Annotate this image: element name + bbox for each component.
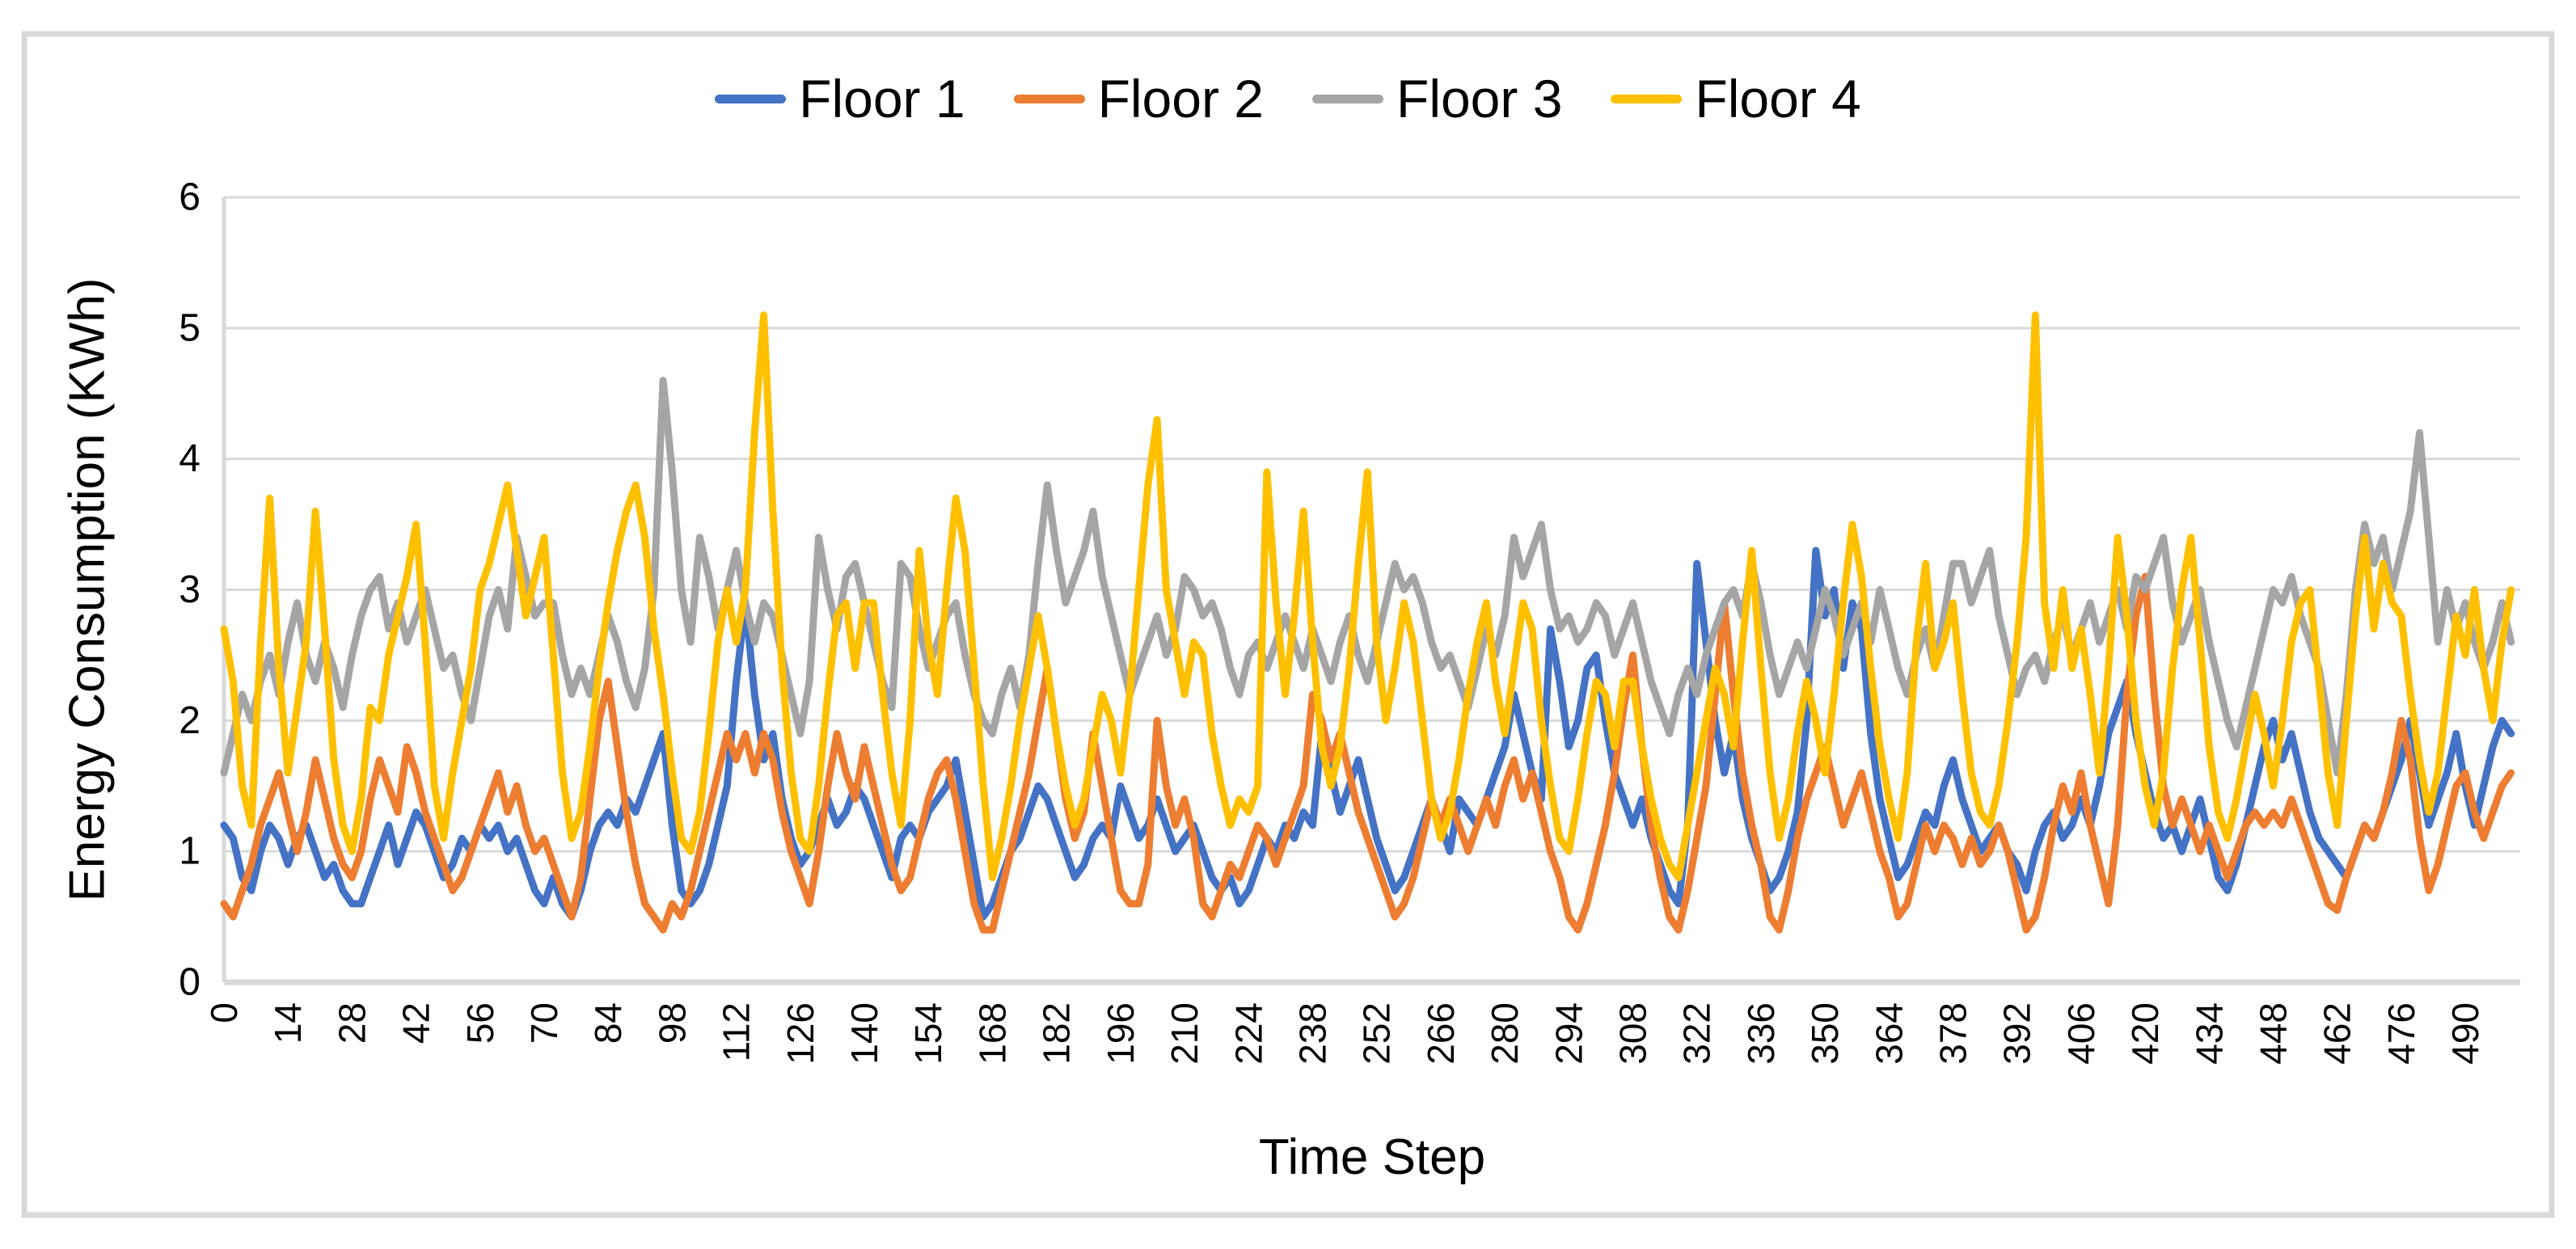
x-tick-label: 252 (1356, 1002, 1398, 1065)
x-tick-label: 196 (1100, 1002, 1142, 1065)
x-tick-label: 378 (1932, 1002, 1974, 1065)
legend-label: Floor 2 (1097, 69, 1264, 129)
legend-item-floor-4[interactable]: Floor 4 (1611, 68, 1861, 129)
x-tick-label: 140 (843, 1002, 885, 1065)
x-tick-label: 0 (203, 1002, 245, 1023)
y-tick-label: 1 (179, 830, 201, 873)
legend-line-marker-icon (1312, 94, 1383, 103)
legend-line-marker-icon (1013, 94, 1085, 103)
x-tick-label: 14 (267, 1002, 309, 1044)
x-axis-title: Time Step (1259, 1129, 1485, 1185)
y-tick-label: 5 (179, 306, 201, 349)
y-tick-label: 3 (179, 568, 201, 611)
legend-line-marker-icon (1611, 94, 1683, 103)
x-tick-label: 434 (2188, 1002, 2230, 1065)
series-line-floor-4 (220, 311, 2515, 881)
x-tick-label: 392 (1996, 1002, 2038, 1065)
x-tick-label: 56 (459, 1002, 501, 1044)
legend-item-floor-3[interactable]: Floor 3 (1312, 68, 1562, 129)
x-tick-label: 462 (2316, 1002, 2359, 1065)
x-tick-label: 476 (2380, 1002, 2422, 1065)
x-tick-label: 224 (1227, 1002, 1269, 1065)
legend-item-floor-2[interactable]: Floor 2 (1013, 68, 1264, 129)
y-tick-label: 0 (179, 961, 201, 1004)
x-tick-label: 490 (2444, 1002, 2486, 1065)
x-tick-label: 308 (1611, 1002, 1653, 1065)
x-tick-label: 322 (1676, 1002, 1718, 1065)
x-tick-label: 420 (2124, 1002, 2166, 1065)
y-axis-title: Energy Consumption (KWh) (60, 278, 116, 902)
x-tick-label: 294 (1548, 1002, 1590, 1065)
legend-label: Floor 3 (1396, 69, 1563, 129)
x-tick-label: 182 (1036, 1002, 1078, 1065)
chart-legend: Floor 1 Floor 2 Floor 3 Floor 4 (0, 68, 2576, 129)
x-tick-label: 210 (1163, 1002, 1206, 1065)
legend-line-marker-icon (715, 94, 787, 103)
x-tick-label: 154 (907, 1002, 949, 1065)
y-tick-label: 6 (179, 176, 201, 219)
x-tick-label: 42 (395, 1002, 437, 1044)
legend-item-floor-1[interactable]: Floor 1 (715, 68, 965, 129)
x-tick-label: 112 (716, 1002, 758, 1061)
x-tick-label: 350 (1804, 1002, 1846, 1065)
x-tick-label: 126 (779, 1002, 821, 1065)
x-tick-label: 406 (2060, 1002, 2102, 1065)
x-tick-label: 448 (2253, 1002, 2295, 1065)
y-tick-label: 4 (179, 437, 201, 480)
y-tick-label: 2 (179, 699, 201, 742)
figure-border (21, 31, 2555, 1218)
x-tick-label: 364 (1868, 1002, 1910, 1065)
legend-label: Floor 4 (1695, 69, 1861, 129)
x-tick-label: 336 (1740, 1002, 1782, 1065)
x-tick-label: 84 (587, 1002, 629, 1044)
x-tick-label: 168 (971, 1002, 1013, 1065)
x-tick-label: 28 (331, 1002, 373, 1044)
legend-label: Floor 1 (799, 69, 965, 129)
x-tick-label: 70 (523, 1002, 565, 1044)
x-tick-label: 98 (651, 1002, 693, 1044)
x-tick-label: 238 (1291, 1002, 1333, 1065)
x-tick-label: 280 (1484, 1002, 1526, 1065)
x-tick-label: 266 (1420, 1002, 1462, 1065)
